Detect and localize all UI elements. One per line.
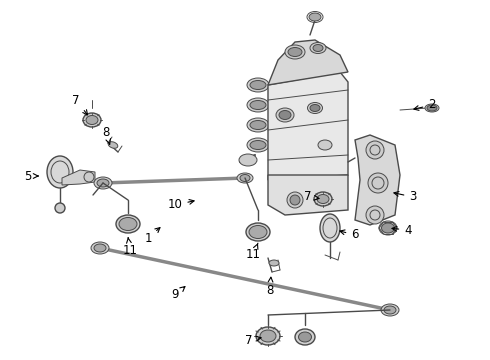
Ellipse shape xyxy=(94,177,112,189)
Text: 9: 9 xyxy=(171,287,185,302)
Ellipse shape xyxy=(320,214,340,242)
Ellipse shape xyxy=(276,108,294,122)
Ellipse shape xyxy=(119,217,137,230)
Text: 6: 6 xyxy=(340,229,359,242)
Ellipse shape xyxy=(247,98,269,112)
Text: 4: 4 xyxy=(392,224,412,237)
Ellipse shape xyxy=(381,304,399,316)
Ellipse shape xyxy=(47,156,73,188)
Ellipse shape xyxy=(91,242,109,254)
Polygon shape xyxy=(268,40,348,85)
Circle shape xyxy=(368,173,388,193)
Ellipse shape xyxy=(309,13,321,21)
Ellipse shape xyxy=(314,192,332,206)
Ellipse shape xyxy=(250,100,266,109)
Text: 10: 10 xyxy=(168,198,194,211)
Text: 7: 7 xyxy=(72,94,88,115)
Text: 11: 11 xyxy=(245,243,261,261)
Ellipse shape xyxy=(237,173,253,183)
Ellipse shape xyxy=(94,244,106,252)
Ellipse shape xyxy=(108,142,118,148)
Ellipse shape xyxy=(310,104,320,112)
Text: 2: 2 xyxy=(414,99,436,112)
Polygon shape xyxy=(268,175,348,215)
Polygon shape xyxy=(62,170,95,185)
Ellipse shape xyxy=(295,329,315,345)
Ellipse shape xyxy=(279,111,291,120)
Ellipse shape xyxy=(379,221,397,235)
Ellipse shape xyxy=(256,327,280,345)
Text: 7: 7 xyxy=(245,333,261,346)
Ellipse shape xyxy=(97,179,109,187)
Ellipse shape xyxy=(246,223,270,241)
Ellipse shape xyxy=(250,121,266,130)
Ellipse shape xyxy=(247,138,269,152)
Ellipse shape xyxy=(86,116,98,125)
Ellipse shape xyxy=(250,81,266,90)
Text: 1: 1 xyxy=(144,228,160,244)
Circle shape xyxy=(366,141,384,159)
Ellipse shape xyxy=(308,103,322,113)
Ellipse shape xyxy=(427,105,437,111)
Circle shape xyxy=(290,195,300,205)
Ellipse shape xyxy=(250,140,266,149)
Text: 11: 11 xyxy=(122,238,138,256)
Circle shape xyxy=(84,172,94,182)
Circle shape xyxy=(287,192,303,208)
Ellipse shape xyxy=(249,225,267,238)
Text: 7: 7 xyxy=(304,190,319,203)
Ellipse shape xyxy=(313,45,323,51)
Ellipse shape xyxy=(240,175,250,181)
Ellipse shape xyxy=(310,42,326,54)
Ellipse shape xyxy=(247,78,269,92)
Text: 5: 5 xyxy=(24,170,38,183)
Text: 8: 8 xyxy=(102,126,111,144)
Ellipse shape xyxy=(425,104,439,112)
Ellipse shape xyxy=(384,306,396,314)
Text: 3: 3 xyxy=(394,190,416,203)
Ellipse shape xyxy=(298,332,312,342)
Ellipse shape xyxy=(382,223,394,233)
Ellipse shape xyxy=(83,113,101,127)
Text: 8: 8 xyxy=(266,277,274,297)
Ellipse shape xyxy=(247,118,269,132)
Ellipse shape xyxy=(260,330,276,342)
Circle shape xyxy=(55,203,65,213)
Ellipse shape xyxy=(239,154,257,166)
Ellipse shape xyxy=(288,48,302,57)
Circle shape xyxy=(366,206,384,224)
Ellipse shape xyxy=(269,260,279,266)
Ellipse shape xyxy=(317,194,329,203)
Ellipse shape xyxy=(285,45,305,59)
Ellipse shape xyxy=(318,140,332,150)
Ellipse shape xyxy=(116,215,140,233)
Polygon shape xyxy=(355,135,400,225)
Polygon shape xyxy=(268,72,348,180)
